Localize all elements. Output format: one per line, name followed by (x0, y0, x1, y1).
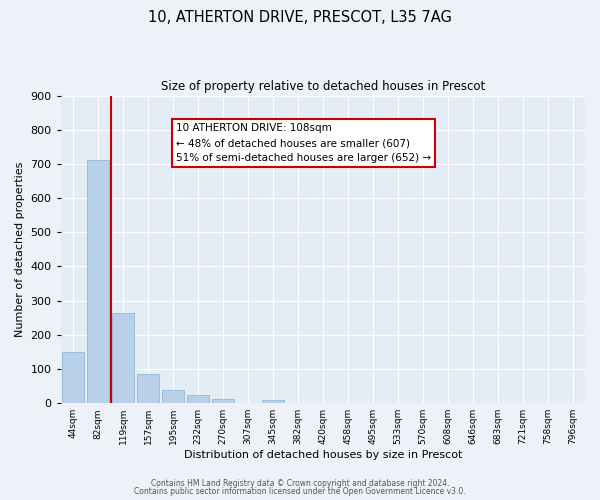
Bar (87, 160, 109, 403)
Bar (62, 352, 85, 403)
Bar (262, 400, 284, 403)
Bar (112, 314, 134, 403)
Text: 10 ATHERTON DRIVE: 108sqm
← 48% of detached houses are smaller (607)
51% of semi: 10 ATHERTON DRIVE: 108sqm ← 48% of detac… (176, 123, 431, 163)
Text: Contains HM Land Registry data © Crown copyright and database right 2024.: Contains HM Land Registry data © Crown c… (151, 478, 449, 488)
Bar (137, 374, 160, 403)
Text: 10, ATHERTON DRIVE, PRESCOT, L35 7AG: 10, ATHERTON DRIVE, PRESCOT, L35 7AG (148, 10, 452, 25)
Bar (162, 390, 184, 403)
Bar (212, 399, 234, 403)
Bar (187, 394, 209, 403)
X-axis label: Distribution of detached houses by size in Prescot: Distribution of detached houses by size … (184, 450, 462, 460)
Text: Contains public sector information licensed under the Open Government Licence v3: Contains public sector information licen… (134, 487, 466, 496)
Title: Size of property relative to detached houses in Prescot: Size of property relative to detached ho… (161, 80, 485, 93)
Y-axis label: Number of detached properties: Number of detached properties (15, 162, 25, 337)
